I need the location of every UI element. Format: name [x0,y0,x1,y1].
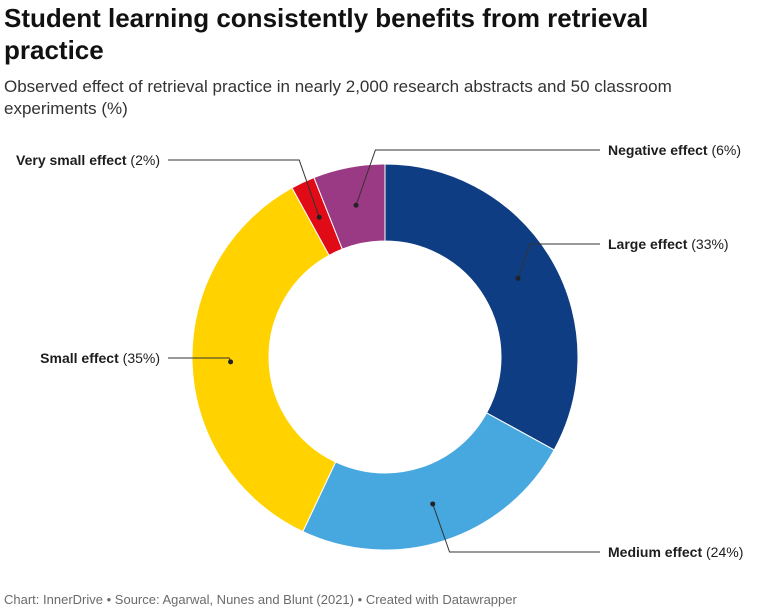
leader-dot-large-effect [515,275,521,281]
footer-created-with: Created with Datawrapper [365,592,517,607]
labels-group: Large effect (33%) Medium effect (24%) Sma… [16,142,743,560]
leader-dot-medium-effect [430,501,436,507]
leader-line-medium-effect [432,503,600,553]
leader-line-very-small-effect [168,159,320,218]
leader-lines-group [168,149,600,553]
leader-line-negative-effect [355,149,600,206]
slice-medium-effect [302,412,555,551]
data-label-medium-effect: Medium effect (24%) [608,544,743,560]
slice-small-effect [191,187,337,533]
leader-line-large-effect [517,243,600,279]
leader-dot-small-effect [228,359,234,365]
slice-negative-effect [313,163,386,250]
slices-group [191,163,579,551]
chart-title: Student learning consistently benefits f… [4,3,649,65]
data-label-negative-effect: Negative effect (6%) [608,142,741,158]
leader-dot-very-small-effect [316,214,322,220]
chart-subtitle: Observed effect of retrieval practice in… [4,77,672,118]
leader-dot-negative-effect [353,202,359,208]
footer-separator: • [357,592,363,607]
data-label-large-effect: Large effect (33%) [608,236,729,252]
chart-footer: Chart: InnerDrive • Source: Agarwal, Nun… [4,592,517,607]
data-label-small-effect: Small effect (35%) [40,350,160,366]
slice-large-effect [384,163,579,451]
footer-separator: • [106,592,112,607]
donut-chart: Large effect (33%) Medium effect (24%) Sma… [16,142,743,560]
footer-source: Source: Agarwal, Nunes and Blunt (2021) [114,592,354,607]
data-label-very-small-effect: Very small effect (2%) [16,152,160,168]
footer-chart-credit: Chart: InnerDrive [4,592,103,607]
